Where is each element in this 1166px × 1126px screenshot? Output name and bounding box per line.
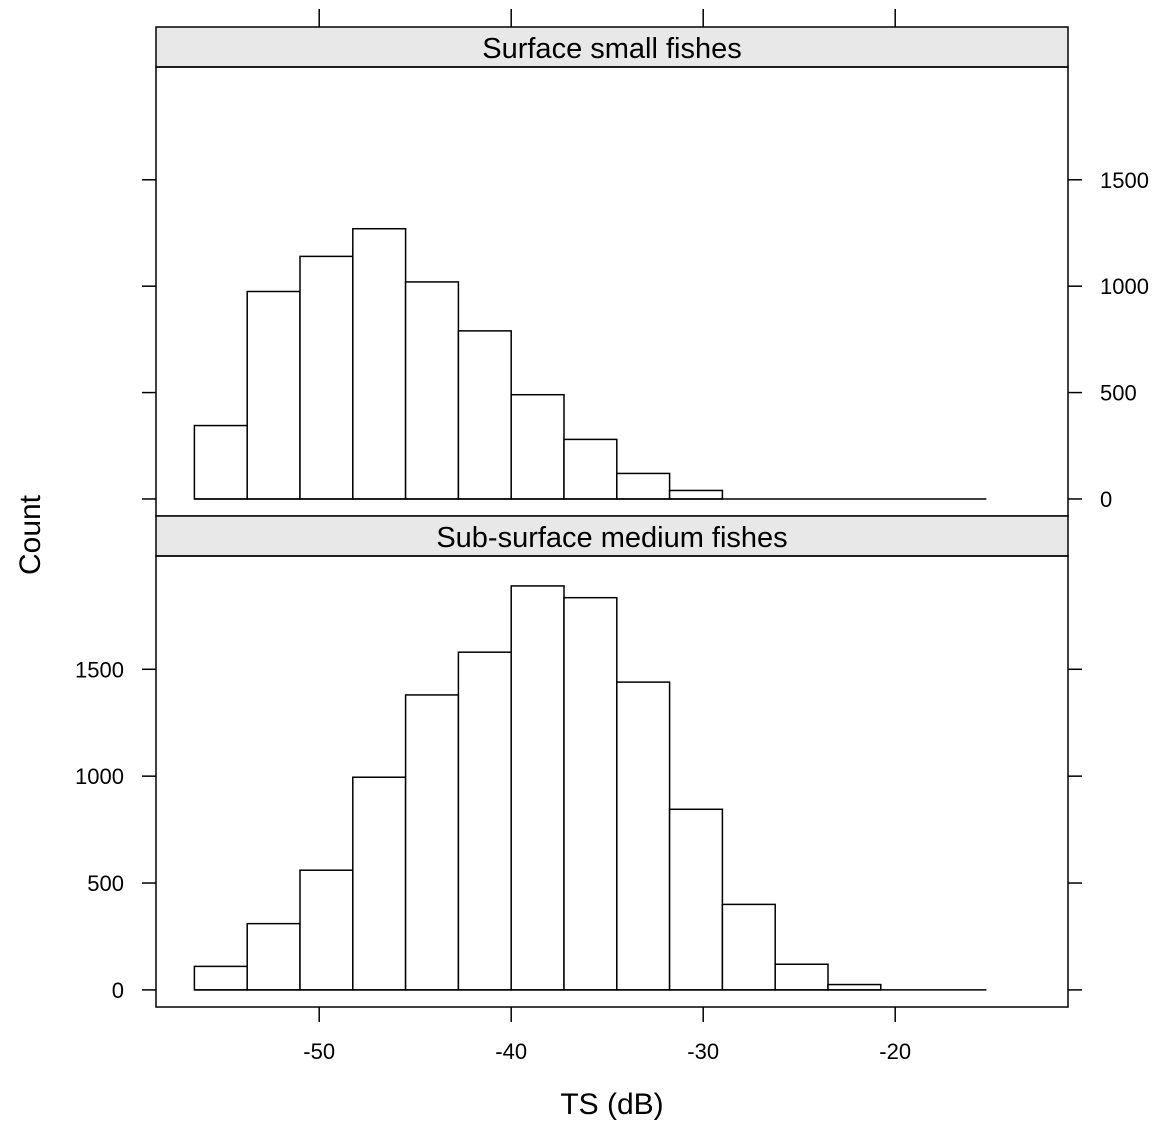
panel-1-bar xyxy=(193,424,248,500)
panel-2-bar xyxy=(827,983,882,991)
panel-2-bar xyxy=(193,965,248,991)
panel-1-bar xyxy=(352,227,407,500)
panel-1-bar xyxy=(510,393,565,500)
panel-1-y-tick-label: 1000 xyxy=(1100,274,1149,299)
panel-2-y-tick-label: 1500 xyxy=(75,657,124,682)
panel-1-y-tick-label: 500 xyxy=(1100,381,1137,406)
panel-2-bar xyxy=(510,585,565,991)
panel-2-bar xyxy=(246,922,301,991)
x-tick-label: -30 xyxy=(687,1039,719,1064)
x-tick-label: -40 xyxy=(495,1039,527,1064)
panel-2-title: Sub-surface medium fishes xyxy=(436,522,787,554)
panel-2-bar xyxy=(299,869,354,991)
panel-1-y-tick-label: 1500 xyxy=(1100,168,1149,193)
x-axis-title: TS (dB) xyxy=(560,1088,663,1121)
x-tick-label: -50 xyxy=(303,1039,335,1064)
panel-1-bar xyxy=(404,281,460,500)
panel-1-bar xyxy=(616,472,671,500)
panel-2-bar xyxy=(563,596,618,991)
panel-2-bar xyxy=(668,808,724,991)
panel-1-bar xyxy=(246,290,301,500)
panel-1-title: Surface small fishes xyxy=(482,33,742,65)
x-tick-label: -20 xyxy=(879,1039,911,1064)
panel-2-y-tick-label: 0 xyxy=(112,978,124,1003)
panel-2-frame xyxy=(155,555,1069,1008)
panel-1-bar xyxy=(457,330,512,500)
panel-1-y-tick-label: 0 xyxy=(1100,487,1112,512)
panel-1-bar xyxy=(563,438,618,500)
panel-1-strip xyxy=(155,26,1069,68)
panel-2-bar xyxy=(352,776,407,991)
panel-2-bar xyxy=(404,694,460,991)
panel-2-bar xyxy=(774,963,829,991)
panel-2-strip xyxy=(155,515,1069,557)
panel-1-bar xyxy=(668,489,724,500)
panel-2-bar xyxy=(457,651,512,991)
panel-1-bar xyxy=(299,255,354,500)
panel-2-y-tick-label: 500 xyxy=(87,871,124,896)
panel-2-y-tick-label: 1000 xyxy=(75,764,124,789)
panel-2-bar xyxy=(721,903,776,991)
y-axis-title: Count xyxy=(14,494,47,575)
panel-2-bar xyxy=(616,681,671,991)
